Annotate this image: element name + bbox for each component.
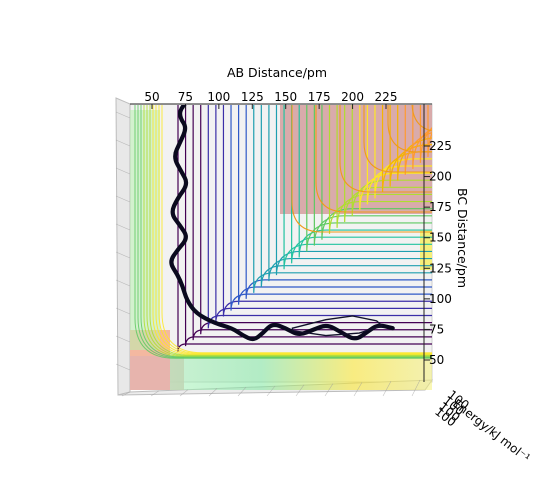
x-tick-label: 125 [241,90,264,104]
contour-line [184,105,432,347]
contour-line [137,105,432,359]
grid-line [115,167,131,175]
contour-line [339,105,432,193]
grid-line [150,390,160,397]
contour-line [344,105,432,223]
grid-line [115,279,131,287]
grid-line [115,363,131,371]
grid-line [324,383,334,397]
y-tick-label: 100 [429,292,452,306]
grid-line [208,388,218,397]
x-axis-title: AB Distance/pm [227,65,327,80]
trajectory [169,105,395,342]
contour-line [291,105,432,233]
x-tick-label: 75 [178,90,193,104]
contour-line [146,105,432,357]
contour-lines [134,105,432,359]
bottom-band [170,356,432,390]
contour-line [351,105,432,217]
contour-line [283,105,432,270]
y-tick-label: 125 [429,261,452,275]
y-ticks: 50 75 100 125 150 175 200 225 [424,139,452,367]
contour-line [260,105,432,288]
grid-line [353,382,363,397]
contour-line [366,105,432,205]
contour-line [149,105,432,356]
contour-line [427,105,432,158]
grid-lines [115,111,421,397]
grid-line [121,391,131,397]
z-axis: 100 100 100 100 Energy/kJ mol⁻¹ [432,387,533,465]
x-tick-label: 50 [144,90,159,104]
contour-line [336,105,432,228]
contour-line [207,105,432,329]
left-wall [115,97,131,396]
grid-line [115,195,131,203]
contour-line [363,105,432,173]
grid-line [295,384,305,397]
contour-line [419,105,432,163]
x-tick-label: 200 [341,90,364,104]
contour-line [192,105,432,341]
contour-line [397,105,432,181]
trajectory-line [169,105,395,342]
grid-line [115,335,131,343]
y-tick-label: 50 [429,353,444,367]
contour-line [411,105,432,132]
grid-line [179,389,189,397]
grid-line [266,385,276,397]
contour-line [291,105,432,264]
grid-line [382,381,392,397]
contour-line [315,105,432,213]
grid-line [115,223,131,231]
contour-line [143,105,432,357]
grid-line [115,139,131,147]
contour-line [359,105,432,211]
x-tick-label: 100 [207,90,230,104]
grid-line [115,307,131,315]
x-tick-label: 225 [375,90,398,104]
x-tick-label: 150 [274,90,297,104]
y-tick-label: 175 [429,200,452,214]
contour-line [238,105,432,305]
grid-line [411,379,421,397]
contour-line [253,105,432,293]
x-ticks: 50 75 100 125 150 175 200 225 [144,90,397,109]
y-tick-label: 75 [429,322,444,336]
grid-line [115,111,131,119]
z-axis-title: Energy/kJ mol⁻¹ [450,396,533,465]
axes [130,103,432,382]
contour-line [230,105,432,311]
y-tick-label: 150 [429,231,452,245]
grid-line [237,386,247,397]
contour-line [134,105,432,359]
y-axis-title: BC Distance/pm [455,188,470,288]
contour-line [389,105,432,187]
trajectory-loop [291,315,384,337]
x-tick-label: 175 [308,90,331,104]
contour-line [155,105,432,355]
right-yellow-strip [420,230,432,270]
contour-line [158,105,432,354]
y-tick-label: 225 [429,139,452,153]
contour-line [298,105,432,258]
grid-line [115,251,131,259]
contour-line [140,105,432,358]
y-tick-label: 200 [429,170,452,184]
contour-line [387,105,432,153]
contour-line [161,105,432,354]
contour-line [404,105,432,175]
contour-line [152,105,432,356]
contour-line [245,105,432,299]
